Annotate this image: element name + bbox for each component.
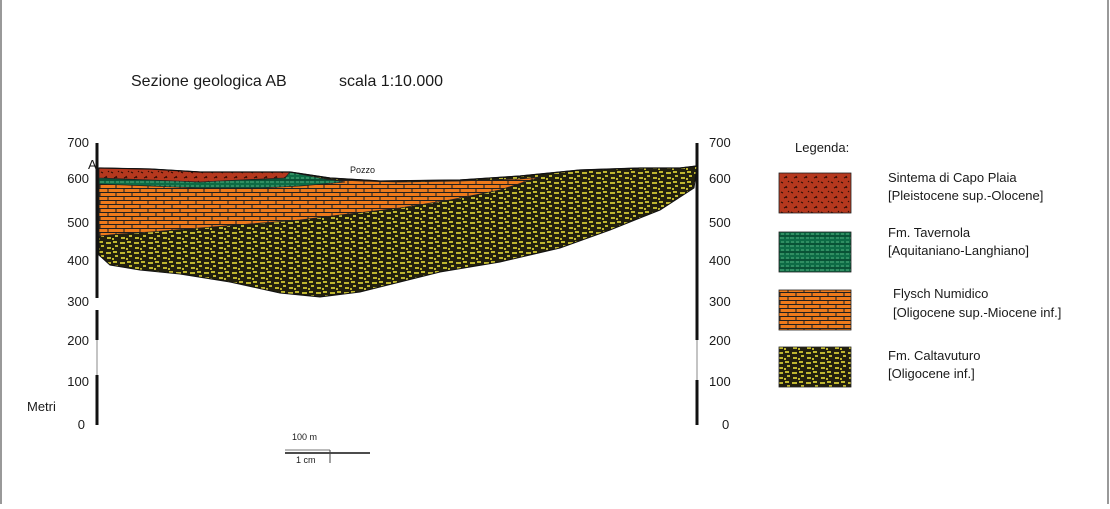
legend-heading: Legenda:: [795, 140, 849, 155]
legend-age-caltavuturo: [Oligocene inf.]: [888, 366, 975, 381]
left-axis-tick-labels: 700 600 500 400 300 200 100 0: [67, 135, 89, 432]
right-tick-200: 200: [709, 333, 731, 348]
scale-bar: 100 m 1 cm: [285, 432, 370, 465]
legend-age-flysch: [Oligocene sup.-Miocene inf.]: [893, 305, 1061, 320]
scale-text: scala 1:10.000: [339, 73, 443, 90]
legend-swatch-flysch: [778, 289, 852, 331]
left-tick-100: 100: [67, 374, 89, 389]
legend-swatch-sintema: [778, 172, 852, 214]
left-tick-0: 0: [78, 417, 85, 432]
left-tick-700: 700: [67, 135, 89, 150]
legend-swatch-caltavuturo: [778, 346, 852, 388]
right-tick-600: 600: [709, 171, 731, 186]
section-point-label: A: [88, 157, 97, 172]
right-tick-500: 500: [709, 215, 731, 230]
legend-swatch-tavernola: [778, 231, 852, 273]
right-tick-100: 100: [709, 374, 731, 389]
left-tick-200: 200: [67, 333, 89, 348]
legend-name-sintema: Sintema di Capo Plaia: [888, 170, 1017, 185]
legend: Legenda: Sintema di Capo Plaia [Pleistoc…: [778, 140, 1061, 388]
right-axis-tick-labels: 700 600 500 400 300 200 100 0: [709, 135, 731, 432]
left-tick-300: 300: [67, 294, 89, 309]
left-tick-600: 600: [67, 171, 89, 186]
legend-name-caltavuturo: Fm. Caltavuturo: [888, 348, 980, 363]
scalebar-bottom-label: 1 cm: [296, 455, 316, 465]
right-tick-0: 0: [722, 417, 729, 432]
legend-age-sintema: [Pleistocene sup.-Olocene]: [888, 188, 1043, 203]
right-tick-400: 400: [709, 253, 731, 268]
left-axis-label: Metri: [27, 399, 56, 414]
section-title: Sezione geologica AB: [131, 73, 287, 90]
well-label: Pozzo: [350, 165, 375, 175]
right-tick-700: 700: [709, 135, 731, 150]
legend-age-tavernola: [Aquitaniano-Langhiano]: [888, 243, 1029, 258]
legend-name-tavernola: Fm. Tavernola: [888, 225, 971, 240]
right-tick-300: 300: [709, 294, 731, 309]
scalebar-top-label: 100 m: [292, 432, 317, 442]
topographic-profile: [98, 165, 698, 182]
left-tick-500: 500: [67, 215, 89, 230]
left-tick-400: 400: [67, 253, 89, 268]
legend-name-flysch: Flysch Numidico: [893, 286, 988, 301]
cross-section: [98, 165, 698, 298]
